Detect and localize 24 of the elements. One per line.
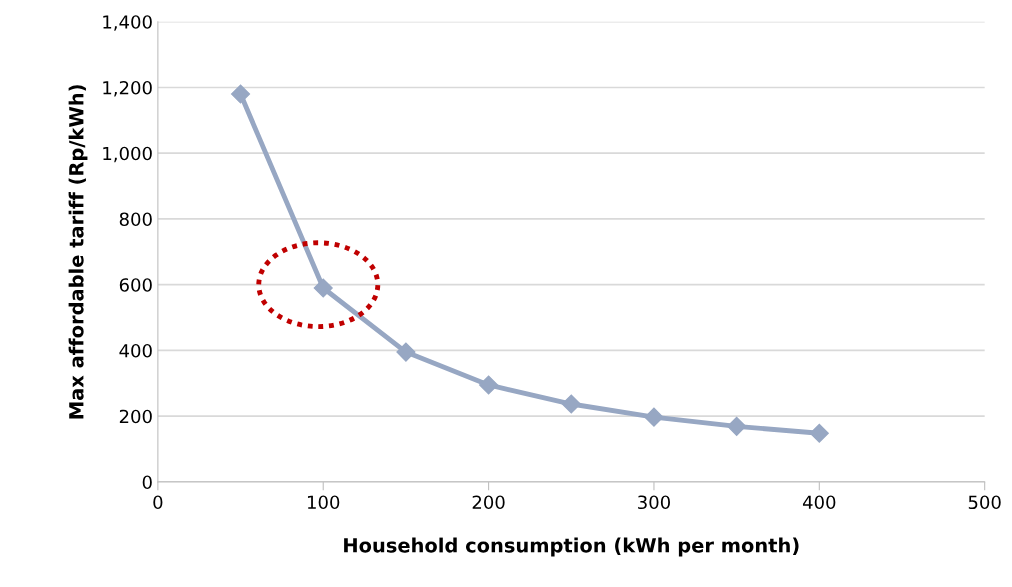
point <box>313 278 333 298</box>
point <box>727 416 747 436</box>
y-tick-label: 1,000 <box>103 146 152 163</box>
x-tick-label: 0 <box>153 495 163 510</box>
y-tick-label: 200 <box>119 409 152 424</box>
x-tick-label: 200 <box>472 495 505 510</box>
x-axis-title: Household consumption (kWh per month) <box>344 537 799 557</box>
y-tick-label: 600 <box>119 278 152 292</box>
x-tick-label: 100 <box>307 495 340 510</box>
y-tick-label: 400 <box>119 343 152 358</box>
point <box>644 407 664 427</box>
y-axis-title: Max affordable tariff (Rp/kWh) <box>68 85 88 419</box>
x-tick-label: 500 <box>968 495 1001 510</box>
point <box>396 342 416 362</box>
point <box>809 423 829 443</box>
x-tick-label: 400 <box>802 495 836 510</box>
y-tick-label: 0 <box>142 475 152 490</box>
y-tick-label: 1,200 <box>103 80 152 97</box>
point <box>231 84 251 104</box>
x-tick-label: 300 <box>638 495 670 510</box>
y-tick-label: 800 <box>119 212 152 227</box>
point <box>561 394 581 414</box>
y-tick-label: 1,400 <box>103 15 152 31</box>
point <box>479 375 499 395</box>
